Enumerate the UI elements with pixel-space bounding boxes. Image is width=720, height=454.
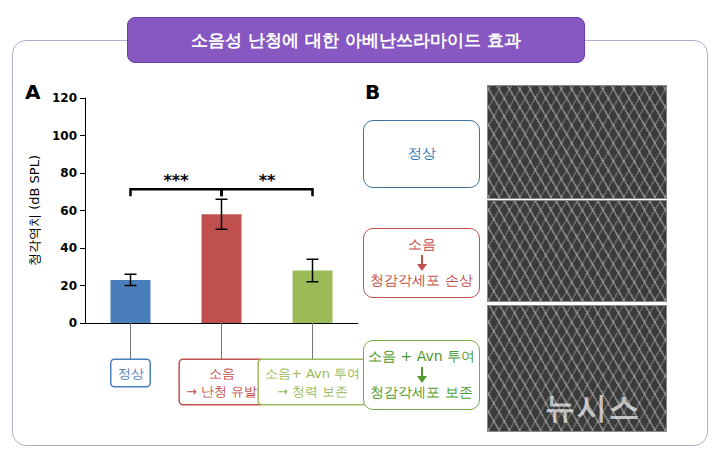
svg-text:0: 0: [69, 316, 77, 330]
svg-text:20: 20: [60, 279, 77, 293]
svg-text:소음+ Avn 투여: 소음+ Avn 투여: [265, 366, 360, 381]
svg-text:100: 100: [52, 129, 77, 143]
svg-text:80: 80: [60, 166, 77, 180]
html-text:소음 + Avn 투여: 소음 + Avn 투여: [368, 348, 475, 364]
svg-text:→ 난청 유발: → 난청 유발: [186, 384, 257, 399]
html-text:소음성 난청에 대한 아베난쓰라마이드 효과: 소음성 난청에 대한 아베난쓰라마이드 효과: [191, 29, 521, 50]
html-text:소음: 소음: [407, 236, 436, 252]
svg-text:**: **: [259, 171, 276, 190]
svg-text:청각역치 (dB SPL): 청각역치 (dB SPL): [27, 155, 42, 266]
html-text:청감각세포 보존: 청감각세포 보존: [370, 384, 473, 400]
svg-text:120: 120: [52, 91, 77, 105]
html-text:청감각세포 손상: 청감각세포 손상: [370, 272, 473, 288]
svg-text:40: 40: [60, 241, 77, 255]
svg-text:→ 청력 보존: → 청력 보존: [277, 384, 348, 399]
svg-text:***: ***: [163, 171, 189, 190]
html-text:A: A: [25, 80, 41, 104]
svg-text:60: 60: [60, 204, 77, 218]
svg-text:소음: 소음: [209, 366, 235, 381]
html-text:정상: 정상: [407, 145, 436, 161]
html-text:B: B: [365, 80, 381, 104]
html-text:뉴시스: 뉴시스: [545, 390, 641, 425]
svg-text:정상: 정상: [118, 366, 144, 381]
